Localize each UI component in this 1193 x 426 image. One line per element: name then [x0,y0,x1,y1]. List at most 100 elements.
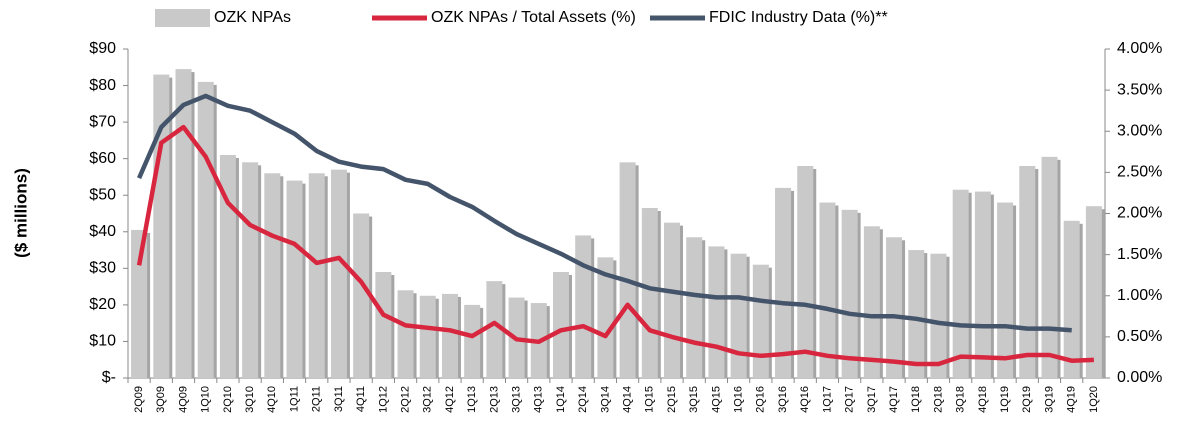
x-tick-label: 3Q18 [955,386,967,413]
y2-tick-label: 2.00% [1117,205,1162,222]
bar [330,169,347,378]
x-tick-label: 1Q20 [1088,386,1100,413]
bar [175,69,192,378]
bar [575,235,592,378]
x-tick-label: 2Q12 [399,386,411,413]
line [137,93,1072,333]
legend-swatch [155,9,210,27]
x-tick-label: 2Q15 [666,386,678,413]
bar [308,173,325,378]
x-tick-label: 1Q10 [200,386,212,413]
bar [375,271,392,378]
x-tick-label: 2Q19 [1021,386,1033,413]
bar [219,155,236,378]
bar [242,162,259,378]
x-tick-label: 2Q09 [133,386,145,413]
y-tick-label: $50 [89,186,116,203]
bar [441,293,458,378]
bar [353,213,370,378]
x-tick-label: 4Q13 [533,386,545,413]
x-tick-label: 4Q09 [177,386,189,413]
y-tick-label: $- [102,369,116,386]
x-tick-label: 4Q18 [977,386,989,413]
bar [597,257,614,378]
x-tick-label: 1Q19 [999,386,1011,413]
legend-label: OZK NPAs [214,9,291,26]
y2-tick-label: 0.00% [1117,369,1162,386]
bar [886,237,903,378]
y-tick-label: $10 [89,333,116,350]
x-tick-label: 3Q15 [688,386,700,413]
bar [686,237,703,378]
bar [197,81,214,379]
bar [997,202,1014,378]
y-tick-label: $20 [89,296,116,313]
x-tick-label: 3Q16 [777,386,789,413]
x-tick-label: 1Q12 [377,386,389,413]
bar [1063,220,1080,378]
bar [286,180,303,378]
bar [1085,206,1102,378]
y2-tick-label: 4.00% [1117,40,1162,57]
x-tick-label: 2Q17 [844,386,856,413]
legend-label: OZK NPAs / Total Assets (%) [431,9,636,26]
bar [153,74,170,378]
bar [264,173,281,378]
x-tick-label: 4Q17 [888,386,900,413]
bar [797,165,814,378]
x-tick-label: 1Q18 [910,386,922,413]
x-tick-label: 3Q17 [866,386,878,413]
bar [730,253,747,378]
y2-tick-label: 1.00% [1117,287,1162,304]
line [136,124,1094,367]
y2-tick-label: 3.50% [1117,81,1162,98]
bar [841,209,858,378]
x-tick-label: 4Q16 [799,386,811,413]
y2-tick-label: 1.50% [1117,246,1162,263]
bar [619,162,636,378]
x-tick-label: 1Q15 [644,386,656,413]
y-tick-label: $60 [89,150,116,167]
x-tick-label: 4Q19 [1066,386,1078,413]
bar [664,222,681,378]
bar [131,229,148,378]
bar [708,246,725,378]
bar [641,208,658,378]
x-tick-label: 2Q18 [932,386,944,413]
bar [930,253,947,378]
y-tick-label: $80 [89,77,116,94]
bar [464,304,481,378]
y-tick-label: $40 [89,223,116,240]
x-tick-label: 1Q11 [288,386,300,412]
x-tick-label: 1Q13 [466,386,478,413]
y2-tick-label: 0.50% [1117,328,1162,345]
x-tick-label: 4Q10 [266,386,278,413]
bar [775,187,792,378]
x-tick-label: 4Q12 [444,386,456,413]
x-tick-label: 3Q11 [333,386,345,412]
x-tick-label: 1Q14 [555,386,567,413]
x-tick-label: 2Q10 [222,386,234,413]
x-tick-label: 4Q11 [355,386,367,412]
x-tick-label: 3Q19 [1043,386,1055,413]
bar [1041,156,1058,378]
bar [952,189,969,378]
y-tick-label: $90 [89,40,116,57]
x-tick-label: 2Q13 [488,386,500,413]
y-axis-label: ($ millions) [11,168,30,258]
legend-label: FDIC Industry Data (%)** [709,9,888,26]
y2-tick-label: 2.50% [1117,164,1162,181]
y-tick-label: $30 [89,260,116,277]
x-tick-label: 1Q16 [733,386,745,413]
x-tick-label: 3Q09 [155,386,167,413]
bar [552,271,569,378]
x-tick-label: 1Q17 [821,386,833,413]
x-tick-label: 3Q14 [599,386,611,413]
x-tick-label: 2Q14 [577,386,589,413]
x-tick-label: 2Q11 [311,386,323,412]
bar [819,202,836,378]
bar [863,226,880,378]
x-tick-label: 3Q10 [244,386,256,413]
x-tick-label: 4Q15 [710,386,722,413]
